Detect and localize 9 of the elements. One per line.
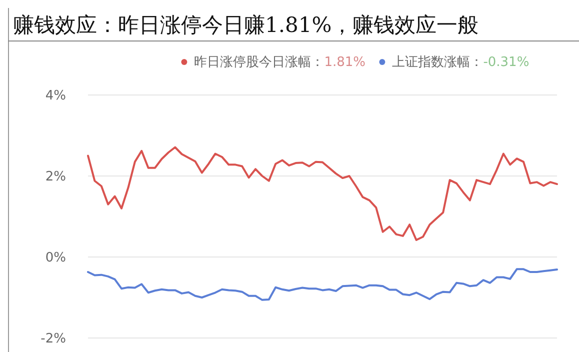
chart-title: 赚钱效应：昨日涨停今日赚1.81%，赚钱效应一般 xyxy=(13,13,479,37)
line-series xyxy=(87,146,558,241)
text: -0.31% xyxy=(483,55,530,70)
text: 1.81% xyxy=(324,55,366,70)
y-tick-label: -2% xyxy=(40,332,66,347)
line-series xyxy=(87,268,558,301)
y-tick-label: 4% xyxy=(45,88,66,104)
y-tick-label: 0% xyxy=(45,250,66,266)
y-tick-label: 2% xyxy=(45,170,66,185)
